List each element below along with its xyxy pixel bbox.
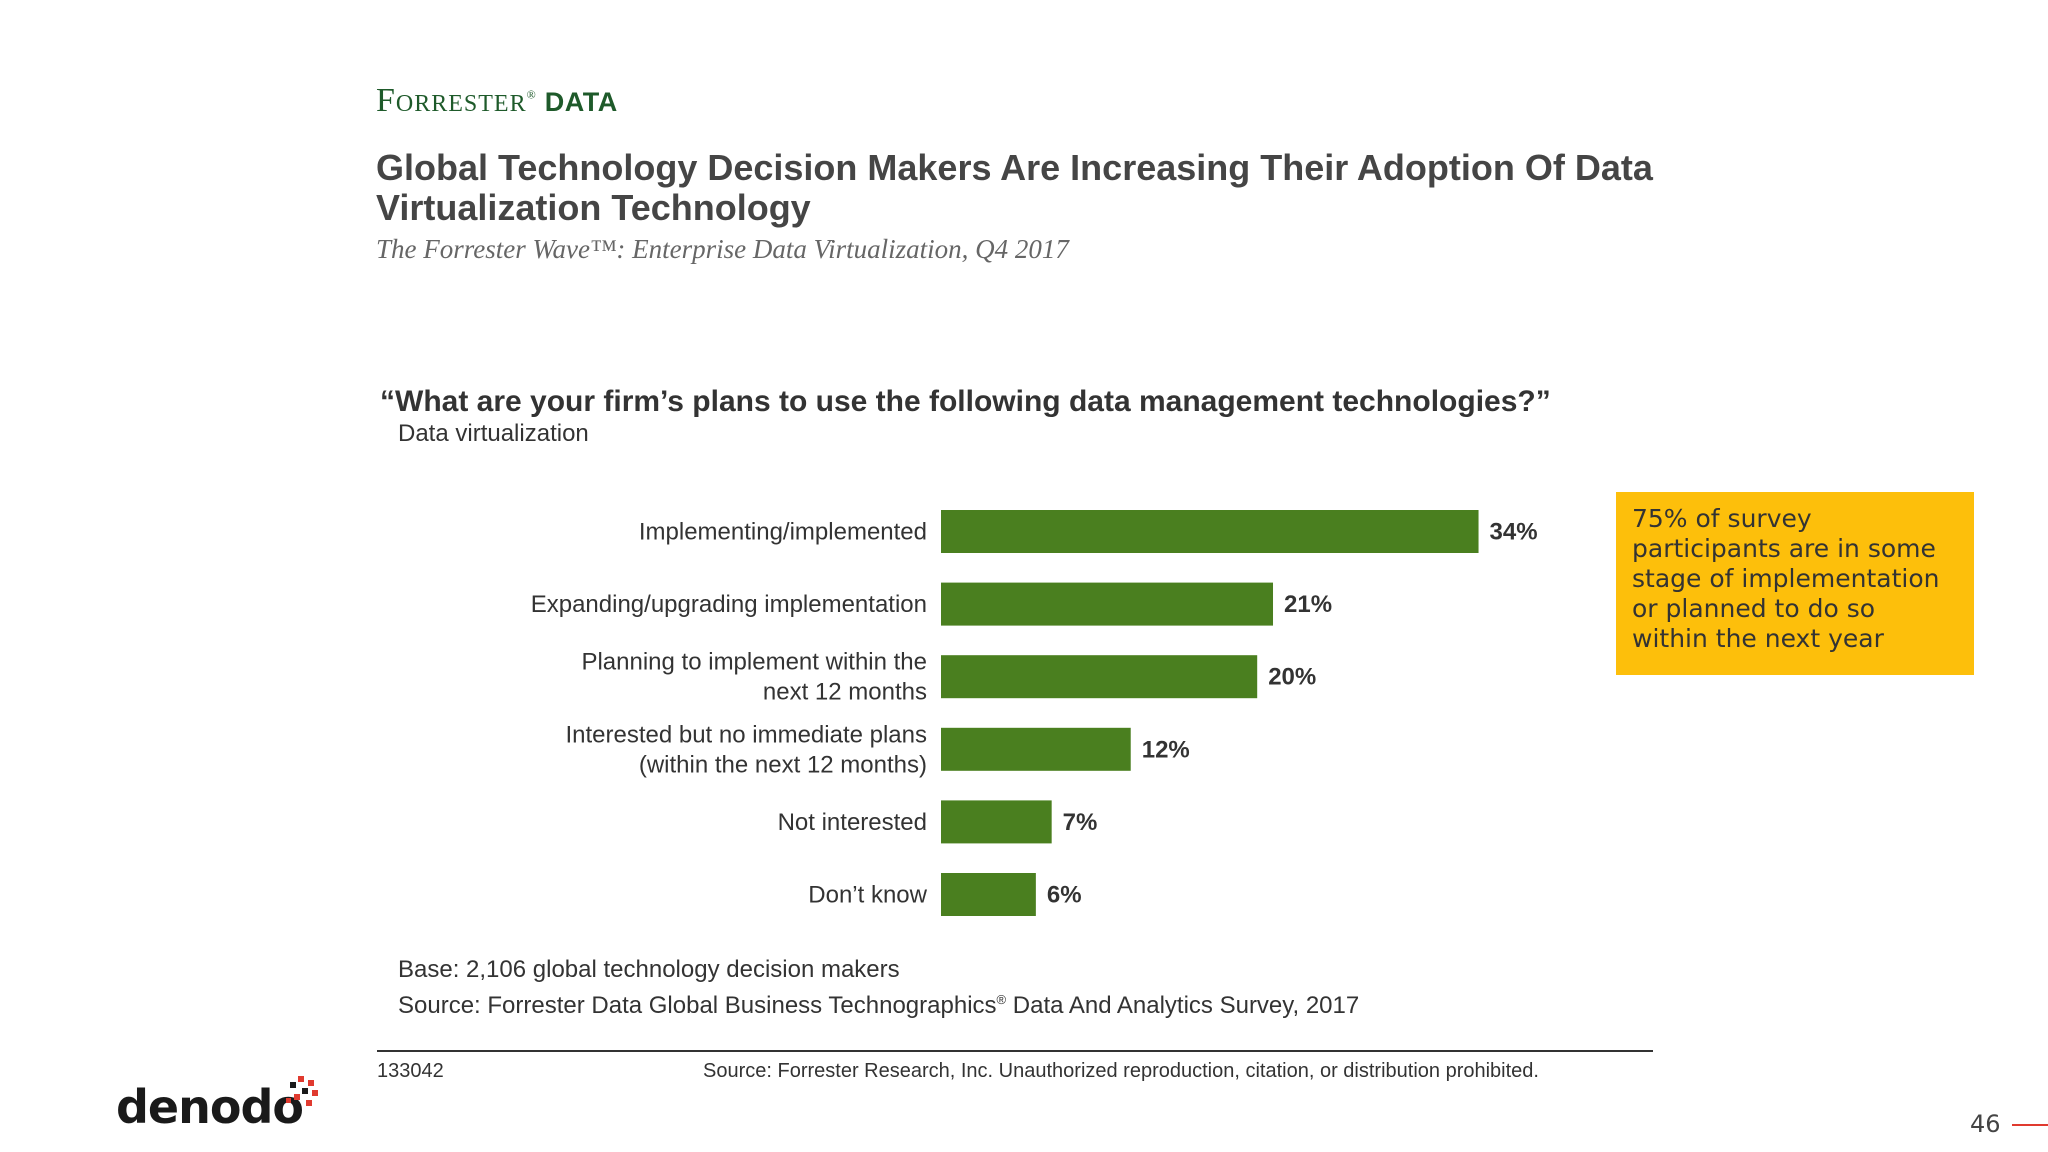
- denodo-logo: denodo: [116, 1080, 304, 1134]
- category-label: Not interested: [778, 809, 927, 836]
- category-label: Planning to implement within the next 12 …: [581, 649, 927, 706]
- forrester-data-logo: Forrester® Data: [376, 82, 618, 119]
- category-label: Don’t know: [808, 882, 927, 909]
- bar-value-label: 34%: [1490, 519, 1538, 546]
- category-label: Implementing/implemented: [639, 519, 927, 546]
- bar: [941, 873, 1036, 916]
- bar-value-label: 7%: [1063, 809, 1098, 836]
- source-note: Source: Forrester Data Global Business T…: [398, 992, 1360, 1019]
- category-label: Interested but no immediate plans (within…: [565, 721, 927, 778]
- bar-value-label: 20%: [1268, 664, 1316, 691]
- bar-value-label: 21%: [1284, 591, 1332, 618]
- footer-divider: [377, 1050, 1653, 1052]
- bar: [941, 800, 1052, 844]
- bar: [941, 582, 1274, 626]
- brand-name: Forrester: [376, 82, 527, 119]
- slide-title: Global Technology Decision Makers Are In…: [376, 147, 1653, 228]
- chart-title: “What are your firm’s plans to use the f…: [380, 385, 1551, 418]
- page-number: 46: [1970, 1110, 2001, 1138]
- chart-subtitle: Data virtualization: [398, 420, 589, 447]
- denodo-dots-icon: [286, 1076, 318, 1106]
- category-label: Expanding/upgrading implementation: [531, 591, 927, 618]
- base-note: Base: 2,106 global technology decision m…: [398, 956, 900, 983]
- bar-value-label: 12%: [1142, 736, 1190, 763]
- page-accent-line: [2012, 1124, 2048, 1126]
- bar: [941, 655, 1258, 699]
- slide-subtitle: The Forrester Wave™: Enterprise Data Vir…: [376, 234, 1069, 264]
- copyright-notice: Source: Forrester Research, Inc. Unautho…: [703, 1060, 1539, 1082]
- callout-box: 75% of survey participants are in some s…: [1616, 492, 1974, 675]
- brand-suffix: Data: [544, 87, 618, 117]
- bar: [941, 727, 1131, 771]
- callout-text: 75% of survey participants are in some s…: [1632, 504, 1940, 653]
- document-id: 133042: [377, 1060, 444, 1082]
- bar-value-label: 6%: [1047, 882, 1082, 909]
- bar: [941, 510, 1479, 553]
